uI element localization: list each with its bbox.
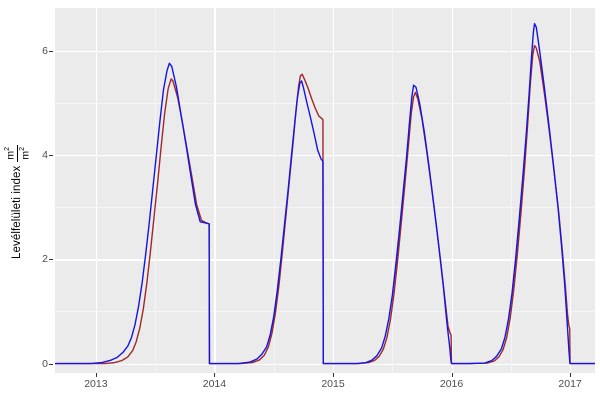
- y-axis-tick-mark: [49, 363, 53, 365]
- gridline-minor-vertical: [510, 8, 512, 373]
- gridline-major-vertical: [214, 8, 216, 373]
- gridline-minor-vertical: [155, 8, 156, 373]
- y-axis-tick-label: 4: [42, 149, 48, 162]
- gridline-minor-vertical: [392, 8, 394, 373]
- y-axis-tick-label: 0: [42, 357, 48, 370]
- x-axis-tick-label: 2015: [321, 378, 345, 390]
- x-axis-tick-label: 2013: [84, 378, 108, 390]
- gridline-major-horizontal: [55, 50, 595, 52]
- x-axis-tick-mark: [214, 373, 216, 377]
- gridline-major-vertical: [333, 8, 335, 373]
- y-axis-tick-mark: [49, 50, 53, 52]
- series-line-blue: [55, 22, 595, 365]
- gridline-major-horizontal: [55, 155, 595, 157]
- gridline-minor-horizontal: [55, 207, 595, 208]
- x-axis-tick-label: 2017: [558, 378, 582, 390]
- x-axis-tick-mark: [333, 373, 334, 377]
- gridline-minor-horizontal: [55, 102, 595, 104]
- y-axis-tick-mark: [49, 259, 53, 261]
- gridline-major-horizontal: [55, 259, 595, 261]
- y-axis-tick-label: 6: [42, 44, 48, 57]
- y-axis-tick-mark: [49, 155, 53, 157]
- gridline-major-vertical: [451, 8, 453, 373]
- x-axis-tick-label: 2016: [439, 378, 464, 390]
- y-axis-tick-label: 2: [42, 253, 48, 266]
- x-axis-tick-mark: [570, 373, 572, 377]
- x-axis-tick-mark: [95, 373, 97, 377]
- gridline-major-vertical: [570, 8, 572, 373]
- series-layer: [55, 22, 595, 365]
- gridline-major-vertical: [95, 8, 98, 373]
- x-axis-tick-label: 2014: [202, 378, 227, 390]
- x-axis-tick-mark: [451, 373, 453, 377]
- gridline-minor-vertical: [273, 8, 275, 373]
- gridline-minor-horizontal: [55, 311, 595, 313]
- y-axis-tick-labels: 0 2 4 6: [8, 0, 48, 400]
- plot-panel: [55, 8, 595, 373]
